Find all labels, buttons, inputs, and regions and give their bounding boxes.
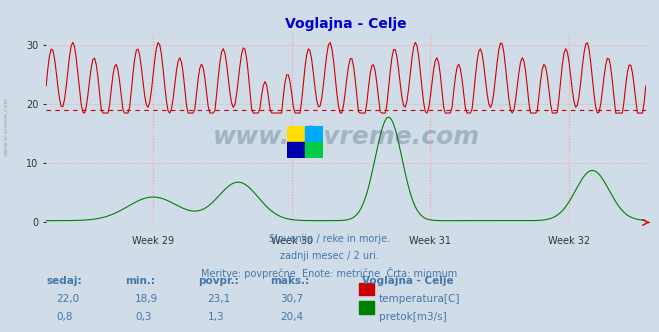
Text: 1,3: 1,3 bbox=[208, 312, 224, 322]
Text: sedaj:: sedaj: bbox=[46, 276, 82, 286]
Text: Voglajna - Celje: Voglajna - Celje bbox=[362, 276, 454, 286]
Text: Slovenija / reke in morje.: Slovenija / reke in morje. bbox=[269, 234, 390, 244]
Text: min.:: min.: bbox=[125, 276, 156, 286]
Bar bbox=[287, 142, 304, 158]
Text: temperatura[C]: temperatura[C] bbox=[379, 294, 461, 304]
Text: www.si-vreme.com: www.si-vreme.com bbox=[212, 125, 480, 149]
Text: 20,4: 20,4 bbox=[280, 312, 303, 322]
Bar bbox=[304, 142, 323, 158]
Text: www.si-vreme.com: www.si-vreme.com bbox=[3, 96, 9, 156]
Text: 0,3: 0,3 bbox=[135, 312, 152, 322]
Text: pretok[m3/s]: pretok[m3/s] bbox=[379, 312, 447, 322]
Text: Week 29: Week 29 bbox=[132, 236, 174, 246]
Text: maks.:: maks.: bbox=[270, 276, 310, 286]
Text: 0,8: 0,8 bbox=[56, 312, 72, 322]
Text: 30,7: 30,7 bbox=[280, 294, 303, 304]
Text: 23,1: 23,1 bbox=[208, 294, 231, 304]
Bar bbox=[359, 301, 374, 314]
Bar bbox=[359, 283, 374, 295]
Bar bbox=[287, 126, 304, 142]
Text: 18,9: 18,9 bbox=[135, 294, 158, 304]
Text: Meritve: povprečne  Enote: metrične  Črta: minmum: Meritve: povprečne Enote: metrične Črta:… bbox=[202, 267, 457, 279]
Text: Week 32: Week 32 bbox=[548, 236, 590, 246]
Text: Week 30: Week 30 bbox=[271, 236, 312, 246]
Title: Voglajna - Celje: Voglajna - Celje bbox=[285, 17, 407, 31]
Text: 22,0: 22,0 bbox=[56, 294, 79, 304]
Text: povpr.:: povpr.: bbox=[198, 276, 239, 286]
Text: zadnji mesec / 2 uri.: zadnji mesec / 2 uri. bbox=[280, 251, 379, 261]
Bar bbox=[304, 126, 323, 142]
Text: Week 31: Week 31 bbox=[409, 236, 451, 246]
